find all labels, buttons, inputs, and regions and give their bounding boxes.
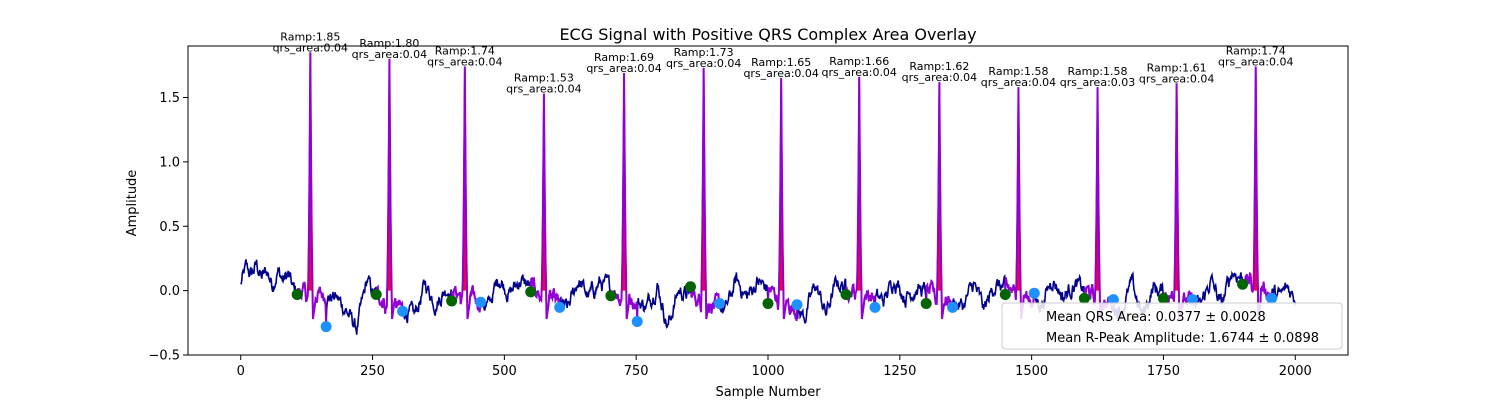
- r-amp-label-1: Ramp:1.80: [359, 37, 419, 50]
- qrs-segment-2: [450, 66, 482, 320]
- qrs-onset-marker-6: [762, 298, 774, 309]
- y-tick-label-1: 0.0: [159, 284, 180, 299]
- qrs-area-label-1: qrs_area:0.04: [352, 48, 427, 61]
- r-amp-label-2: Ramp:1.74: [435, 45, 495, 58]
- r-amp-label-0: Ramp:1.85: [280, 30, 340, 43]
- r-amp-label-4: Ramp:1.69: [594, 51, 654, 64]
- qrs-onset-marker-8: [920, 298, 932, 309]
- qrs-segment-6: [767, 78, 798, 322]
- qrs-onset-marker-11: [1157, 292, 1169, 304]
- legend-entry-r-peak: Mean R-Peak Amplitude: 1.6744 ± 0.0898: [1046, 331, 1319, 346]
- legend-entry-qrs-area: Mean QRS Area: 0.0377 ± 0.0028: [1046, 310, 1266, 325]
- r-amp-label-5: Ramp:1.73: [674, 46, 734, 59]
- qrs-offset-marker-1: [397, 305, 409, 317]
- qrs-area-label-7: qrs_area:0.04: [821, 66, 896, 79]
- x-tick-label-3: 750: [624, 364, 649, 379]
- qrs-segment-5: [689, 67, 721, 320]
- y-tick-label-0: −0.5: [148, 349, 180, 364]
- qrs-onset-marker-0: [291, 288, 303, 300]
- qrs-area-label-0: qrs_area:0.04: [273, 41, 348, 54]
- qrs-area-label-6: qrs_area:0.04: [743, 67, 818, 80]
- y-tick-label-2: 0.5: [159, 220, 180, 235]
- x-tick-label-5: 1250: [883, 364, 916, 379]
- qrs-segment-7: [845, 76, 877, 320]
- qrs-offset-marker-12: [1266, 292, 1278, 304]
- x-tick-label-6: 1500: [1015, 364, 1048, 379]
- r-amp-label-12: Ramp:1.74: [1226, 45, 1286, 58]
- y-axis-label: Amplitude: [125, 170, 140, 237]
- qrs-offset-marker-0: [320, 321, 332, 333]
- y-tick-label-4: 1.5: [159, 91, 180, 106]
- qrs-onset-marker-7: [840, 288, 852, 300]
- qrs-segment-3: [529, 93, 561, 320]
- qrs-offset-marker-6: [791, 299, 803, 311]
- qrs-segment-1: [375, 58, 404, 320]
- r-amp-label-10: Ramp:1.58: [1068, 65, 1128, 78]
- axes: 0 250 500 750 1000 1250 1500 1750 2000 −0.5 0.0 0.5…: [148, 45, 1349, 379]
- qrs-onset-marker-3: [525, 286, 537, 298]
- qrs-segment-8: [925, 82, 954, 320]
- qrs-offset-marker-2: [475, 296, 487, 308]
- qrs-onset-marker-4: [605, 290, 617, 302]
- r-amp-label-11: Ramp:1.61: [1147, 61, 1207, 74]
- x-tick-label-2: 500: [492, 364, 517, 379]
- qrs-offset-marker-7: [869, 301, 881, 313]
- qrs-onset-marker-12: [1237, 278, 1249, 290]
- qrs-segment-0: [296, 52, 328, 327]
- qrs-onset-marker-10: [1078, 292, 1090, 304]
- chart-title: ECG Signal with Positive QRS Complex Are…: [559, 25, 976, 44]
- qrs-offset-marker-9: [1028, 287, 1040, 299]
- qrs-onset-marker-1: [370, 288, 382, 300]
- qrs-segment-11: [1162, 83, 1194, 320]
- r-amp-label-3: Ramp:1.53: [514, 72, 574, 85]
- qrs-area-label-2: qrs_area:0.04: [427, 56, 502, 69]
- qrs-onset-marker-5: [684, 281, 696, 293]
- qrs-offset-marker-5: [713, 298, 725, 309]
- qrs-offset-marker-8: [947, 301, 959, 313]
- qrs-area-label-8: qrs_area:0.04: [902, 71, 977, 84]
- x-tick-label-7: 1750: [1147, 364, 1180, 379]
- legend: Mean QRS Area: 0.0377 ± 0.0028 Mean R-Pe…: [1001, 302, 1343, 350]
- qrs-area-label-11: qrs_area:0.04: [1139, 72, 1214, 85]
- qrs-area-label-3: qrs_area:0.04: [506, 83, 581, 96]
- r-amp-label-8: Ramp:1.62: [909, 60, 969, 73]
- x-tick-label-4: 1000: [751, 364, 784, 379]
- qrs-area-label-12: qrs_area:0.04: [1218, 56, 1293, 69]
- qrs-segment-10: [1083, 87, 1115, 320]
- r-amp-label-6: Ramp:1.65: [751, 56, 811, 69]
- y-tick-label-3: 1.0: [159, 155, 180, 170]
- qrs-onset-marker-2: [446, 295, 458, 307]
- qrs-offset-marker-3: [554, 301, 566, 313]
- r-amp-label-7: Ramp:1.66: [829, 55, 889, 68]
- r-amp-label-9: Ramp:1.58: [988, 65, 1048, 78]
- qrs-segment-9: [1004, 87, 1036, 320]
- qrs-area-label-10: qrs_area:0.03: [1060, 76, 1135, 89]
- x-tick-label-0: 0: [237, 364, 245, 379]
- qrs-area-label-4: qrs_area:0.04: [586, 62, 661, 75]
- qrs-offset-marker-11: [1186, 294, 1198, 306]
- qrs-area-label-5: qrs_area:0.04: [666, 57, 741, 70]
- legend-box: [1001, 302, 1343, 350]
- qrs-area-label-9: qrs_area:0.04: [981, 76, 1056, 89]
- x-tick-label-8: 2000: [1279, 364, 1312, 379]
- x-axis-label: Sample Number: [715, 385, 821, 400]
- series-group: [240, 52, 1297, 335]
- qrs-offset-marker-10: [1107, 294, 1119, 306]
- qrs-onset-marker-9: [999, 288, 1011, 300]
- qrs-offset-marker-4: [631, 316, 643, 328]
- x-tick-label-1: 250: [360, 364, 385, 379]
